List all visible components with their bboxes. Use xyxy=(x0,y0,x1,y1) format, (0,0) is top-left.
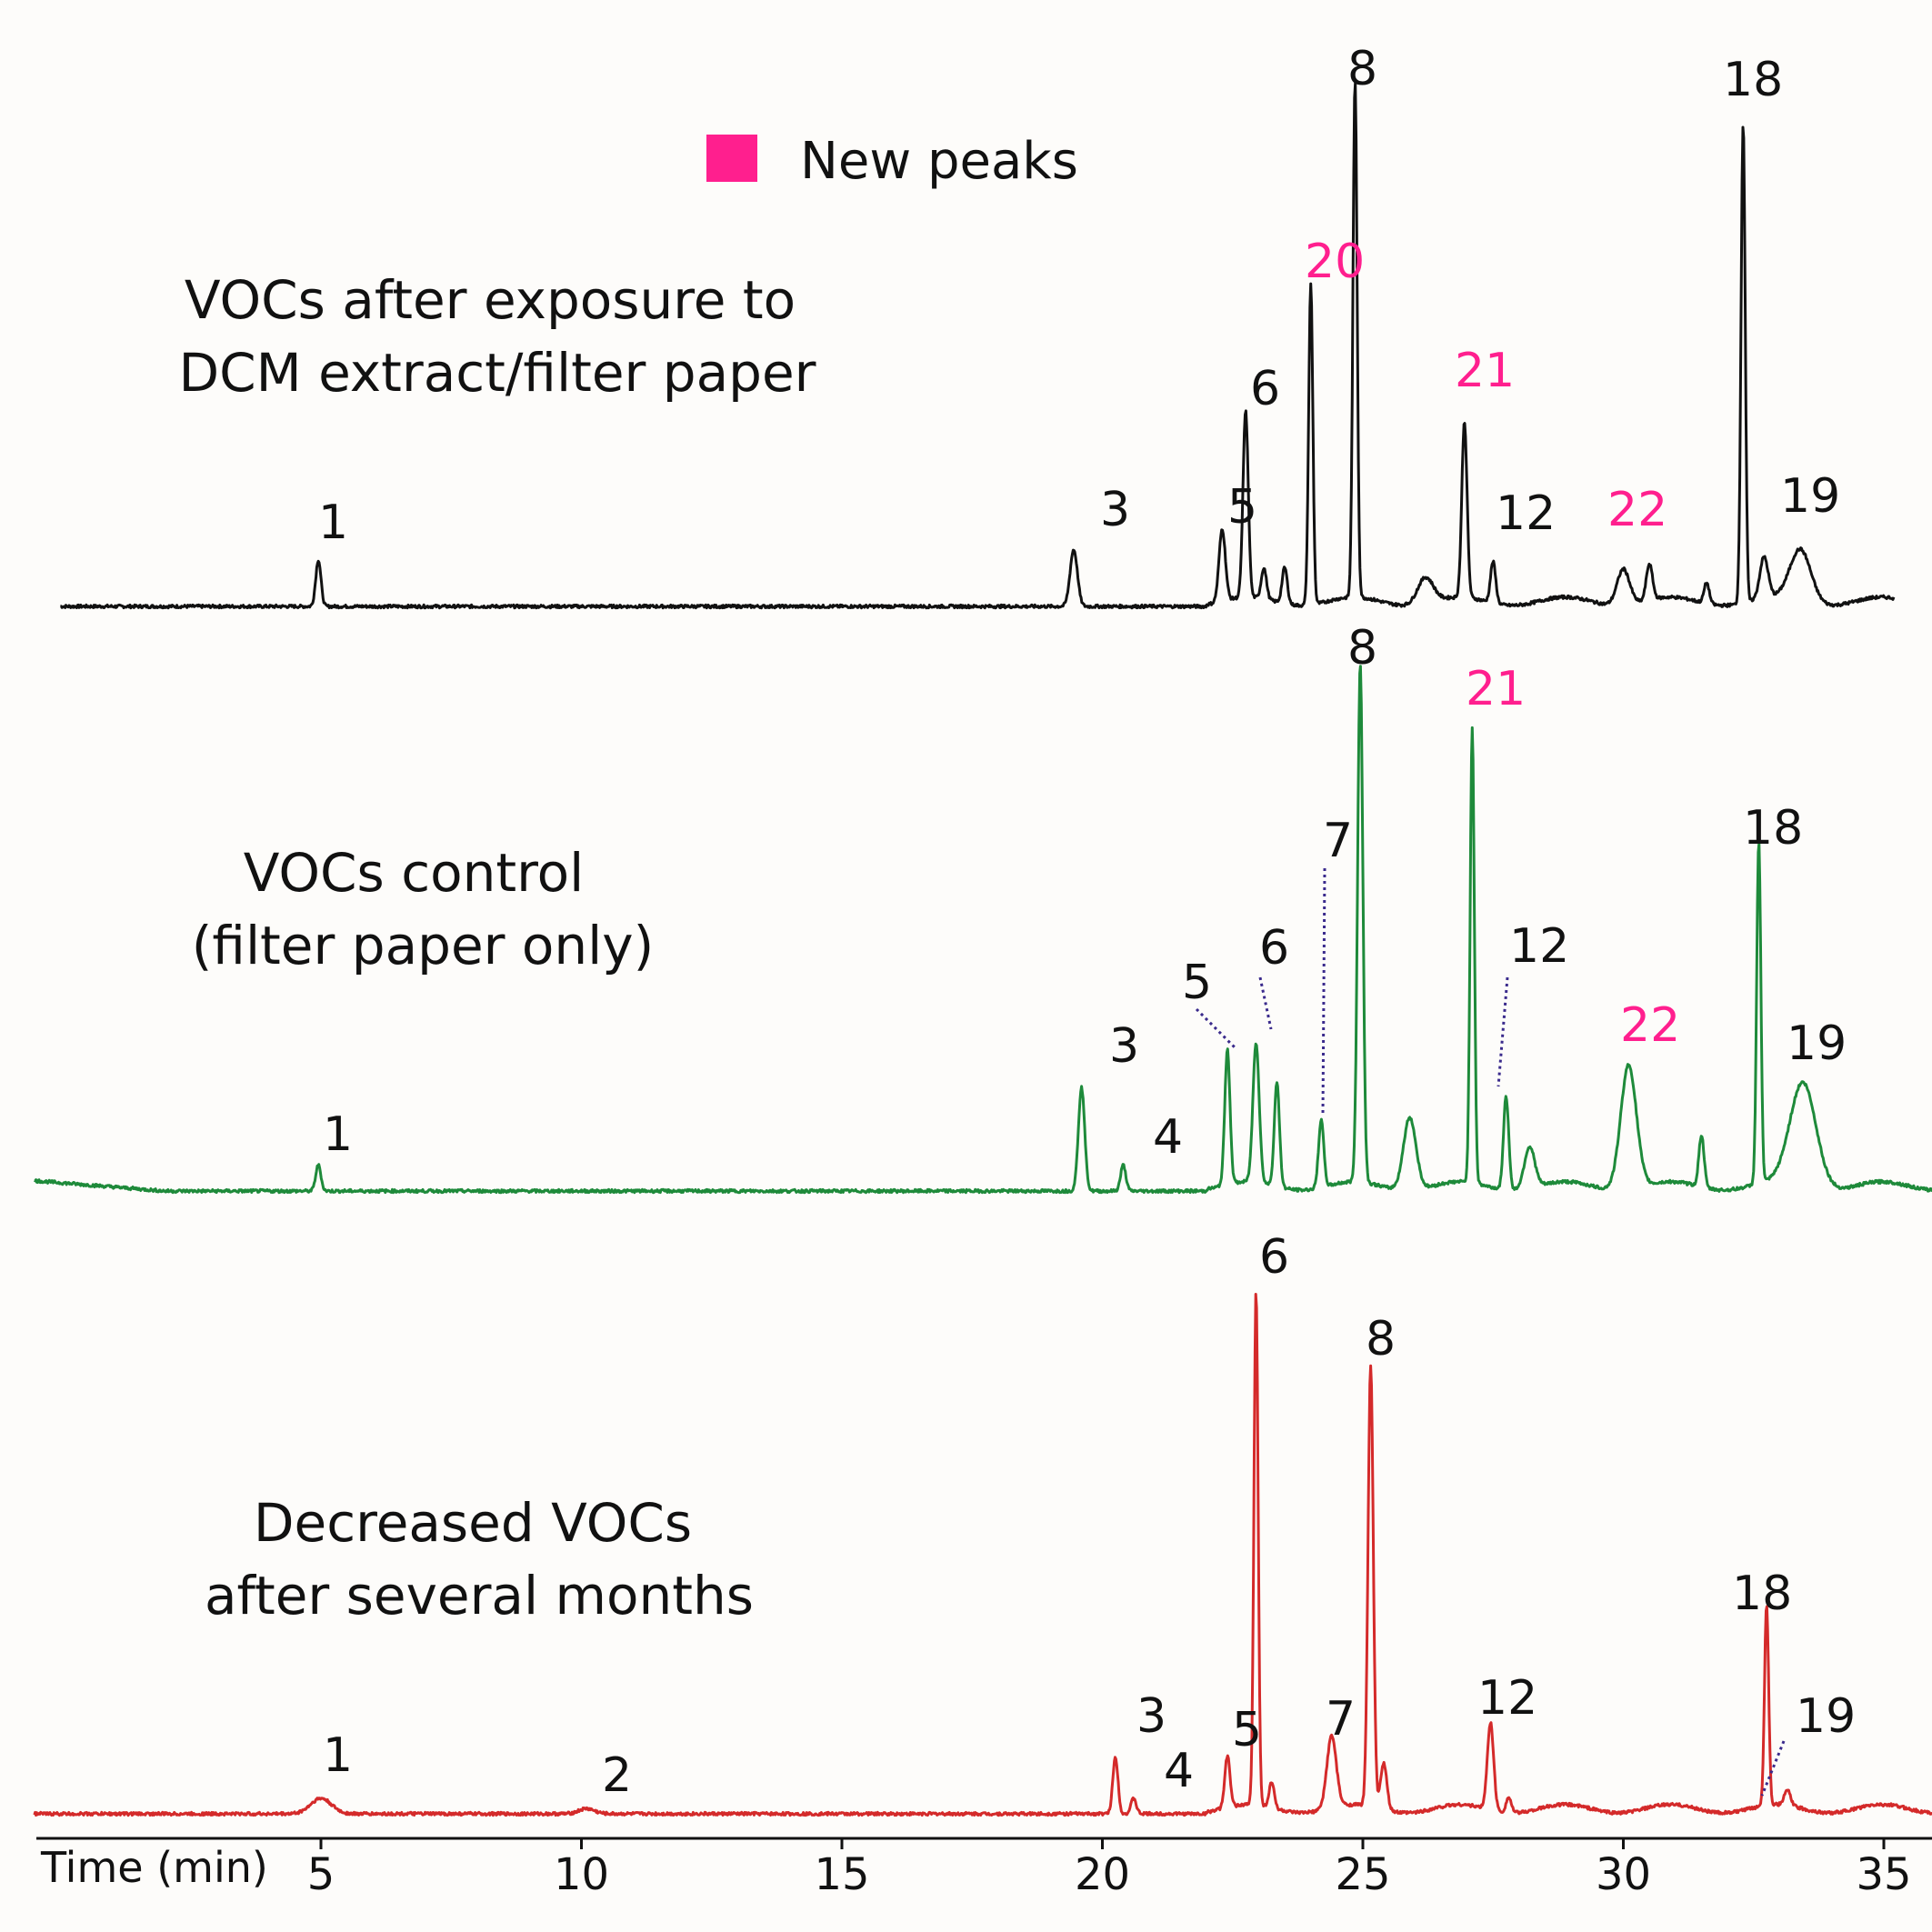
peak-label-s1-3: 3 xyxy=(1100,483,1130,537)
x-axis-ticks: 5 10 15 20 25 30 35 xyxy=(307,1838,1912,1900)
peak-label-s3-6: 6 xyxy=(1259,1230,1289,1285)
peak-label-s3-2: 2 xyxy=(602,1748,632,1803)
peak-label-s2-12: 12 xyxy=(1509,919,1569,974)
peak-label-s3-3: 3 xyxy=(1136,1689,1166,1744)
peak-label-s3-7: 7 xyxy=(1326,1692,1356,1747)
series-3-title-line-2: after several months xyxy=(205,1565,754,1627)
x-axis-title: Time (min) xyxy=(40,1843,268,1892)
x-tick-label-5: 5 xyxy=(307,1849,335,1900)
legend: New peaks xyxy=(706,132,1078,191)
x-axis: Time (min) 5 10 15 20 25 30 35 xyxy=(36,1837,1932,1900)
leader-line-4 xyxy=(1497,976,1509,1087)
peak-label-s2-7: 7 xyxy=(1323,814,1353,868)
chromatogram-traces xyxy=(33,82,1932,1817)
peak-label-s1-19: 19 xyxy=(1780,469,1840,524)
x-tick-label-35: 35 xyxy=(1856,1849,1911,1900)
peak-label-s1-5: 5 xyxy=(1227,480,1257,535)
new-peaks-legend-swatch xyxy=(706,135,757,182)
series-2-title-line-1: VOCs control xyxy=(244,842,585,904)
x-tick-label-30: 30 xyxy=(1596,1849,1651,1900)
peak-label-s1-6: 6 xyxy=(1250,362,1280,416)
leader-line-3 xyxy=(1321,867,1326,1115)
x-tick-label-20: 20 xyxy=(1075,1849,1130,1900)
peak-label-s1-21: 21 xyxy=(1455,344,1515,398)
peak-label-s1-22: 22 xyxy=(1607,483,1667,537)
x-tick-label-10: 10 xyxy=(554,1849,609,1900)
series-1-title-line-2: DCM extract/filter paper xyxy=(179,342,816,404)
peak-label-s3-4: 4 xyxy=(1164,1744,1194,1798)
peak-label-s2-4: 4 xyxy=(1153,1110,1183,1165)
peak-label-s1-8: 8 xyxy=(1347,42,1377,96)
series-2-title-line-2: (filter paper only) xyxy=(192,915,654,976)
peak-label-s3-19: 19 xyxy=(1796,1689,1856,1744)
peak-label-s2-8: 8 xyxy=(1347,621,1377,676)
peak-label-s2-21: 21 xyxy=(1466,662,1526,716)
peak-label-s3-5: 5 xyxy=(1232,1703,1262,1757)
peak-label-s3-1: 1 xyxy=(323,1728,353,1783)
peak-label-s2-6: 6 xyxy=(1259,921,1289,976)
x-tick-label-15: 15 xyxy=(814,1849,869,1900)
peak-label-s1-1: 1 xyxy=(318,496,348,550)
trace-series-2 xyxy=(34,665,1932,1195)
peak-label-s2-1: 1 xyxy=(323,1107,353,1162)
peak-label-s1-12: 12 xyxy=(1496,486,1556,541)
peak-label-s2-19: 19 xyxy=(1787,1016,1847,1071)
series-titles: VOCs after exposure to DCM extract/filte… xyxy=(179,269,816,1627)
peak-label-s1-20: 20 xyxy=(1305,235,1365,289)
peak-label-s2-18: 18 xyxy=(1743,801,1803,856)
trace-series-1 xyxy=(59,82,1896,610)
peak-label-s2-3: 3 xyxy=(1109,1019,1139,1074)
trace-series-3 xyxy=(33,1293,1932,1817)
peak-label-s2-5: 5 xyxy=(1182,956,1212,1010)
x-tick-label-25: 25 xyxy=(1335,1849,1390,1900)
peak-label-s3-12: 12 xyxy=(1477,1671,1537,1726)
legend-label: New peaks xyxy=(800,132,1078,191)
leader-line-2 xyxy=(1258,976,1273,1030)
leader-line-1 xyxy=(1195,1007,1236,1049)
peak-label-s2-22: 22 xyxy=(1620,998,1680,1053)
peak-label-s1-18: 18 xyxy=(1723,53,1783,107)
peak-label-s3-8: 8 xyxy=(1366,1312,1396,1366)
peak-label-s3-18: 18 xyxy=(1732,1567,1792,1621)
series-3-title-line-1: Decreased VOCs xyxy=(254,1492,692,1554)
series-1-title-line-1: VOCs after exposure to xyxy=(185,269,796,331)
